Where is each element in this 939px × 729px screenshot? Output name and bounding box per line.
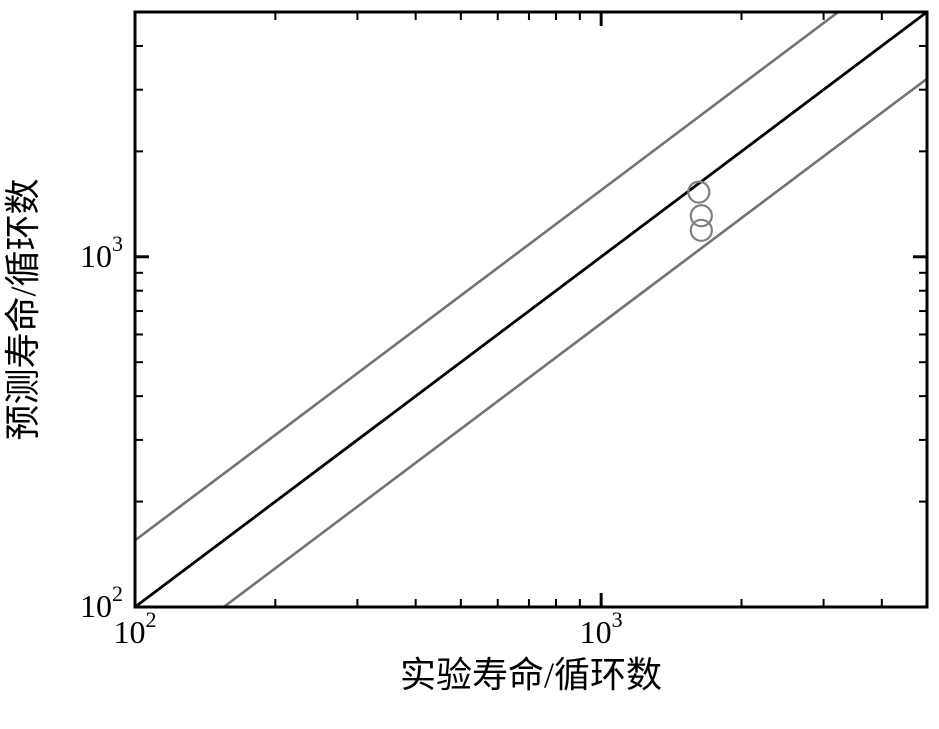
chart-svg: 102103102103实验寿命/循环数预测寿命/循环数: [0, 0, 939, 729]
y-axis-label: 预测寿命/循环数: [3, 178, 43, 440]
chart-container: 102103102103实验寿命/循环数预测寿命/循环数: [0, 0, 939, 729]
x-axis-label: 实验寿命/循环数: [400, 655, 662, 695]
